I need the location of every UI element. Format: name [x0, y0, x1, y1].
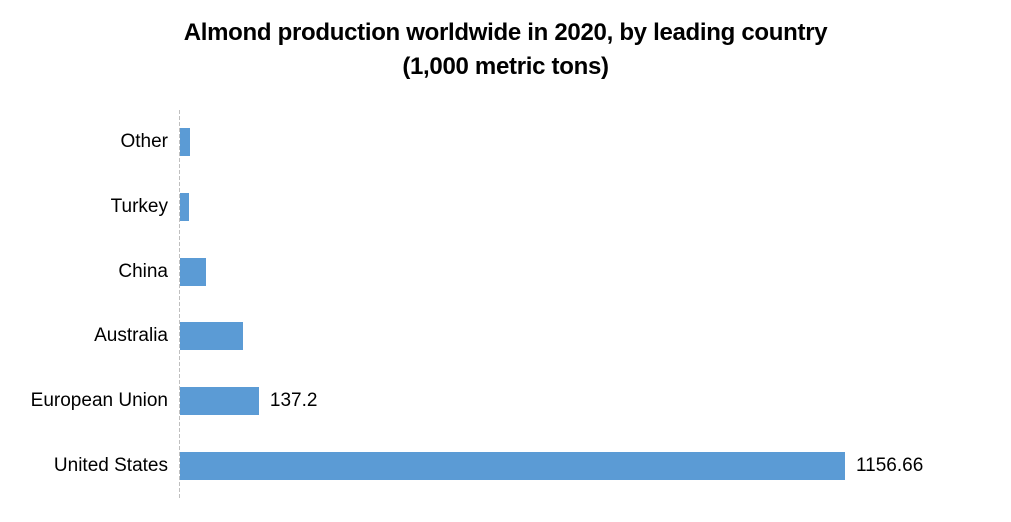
- chart-title-line2: (1,000 metric tons): [402, 53, 609, 80]
- bar-track: 1156.66: [180, 433, 1011, 498]
- category-label-other: Other: [120, 131, 168, 153]
- bar-track: [180, 304, 1011, 369]
- chart-title: Almond production worldwide in 2020, by …: [0, 16, 1011, 84]
- bar-china: [180, 257, 206, 286]
- category-label-turkey: Turkey: [110, 196, 168, 217]
- category-label-china: China: [118, 260, 168, 282]
- bar-other: [180, 128, 190, 157]
- category-label-australia: Australia: [94, 325, 168, 347]
- value-label-united-states: 1156.66: [856, 454, 924, 476]
- bar-row-european-union: European Union 137.2: [0, 369, 1011, 434]
- bar-turkey: [180, 193, 189, 221]
- y-axis-line: [179, 110, 180, 498]
- bar-european-union: [180, 387, 259, 416]
- category-label-united-states: United States: [53, 454, 168, 476]
- bar-row-other: Other: [0, 110, 1011, 175]
- plot-area: Other Turkey China Australia: [0, 110, 1011, 498]
- bar-row-australia: Australia: [0, 304, 1011, 369]
- bar-track: [180, 239, 1011, 304]
- bar-australia: [180, 322, 244, 351]
- bar-track: 137.2: [180, 369, 1011, 434]
- value-label-european-union: 137.2: [269, 390, 318, 412]
- bar-united-states: [180, 451, 845, 480]
- bar-track: [180, 110, 1011, 175]
- bar-track: [180, 175, 1011, 240]
- bar-row-turkey: Turkey: [0, 175, 1011, 240]
- bar-row-china: China: [0, 239, 1011, 304]
- chart-title-line1: Almond production worldwide in 2020, by …: [183, 19, 828, 46]
- bar-row-united-states: United States 1156.66: [0, 433, 1011, 498]
- category-label-european-union: European Union: [30, 390, 168, 412]
